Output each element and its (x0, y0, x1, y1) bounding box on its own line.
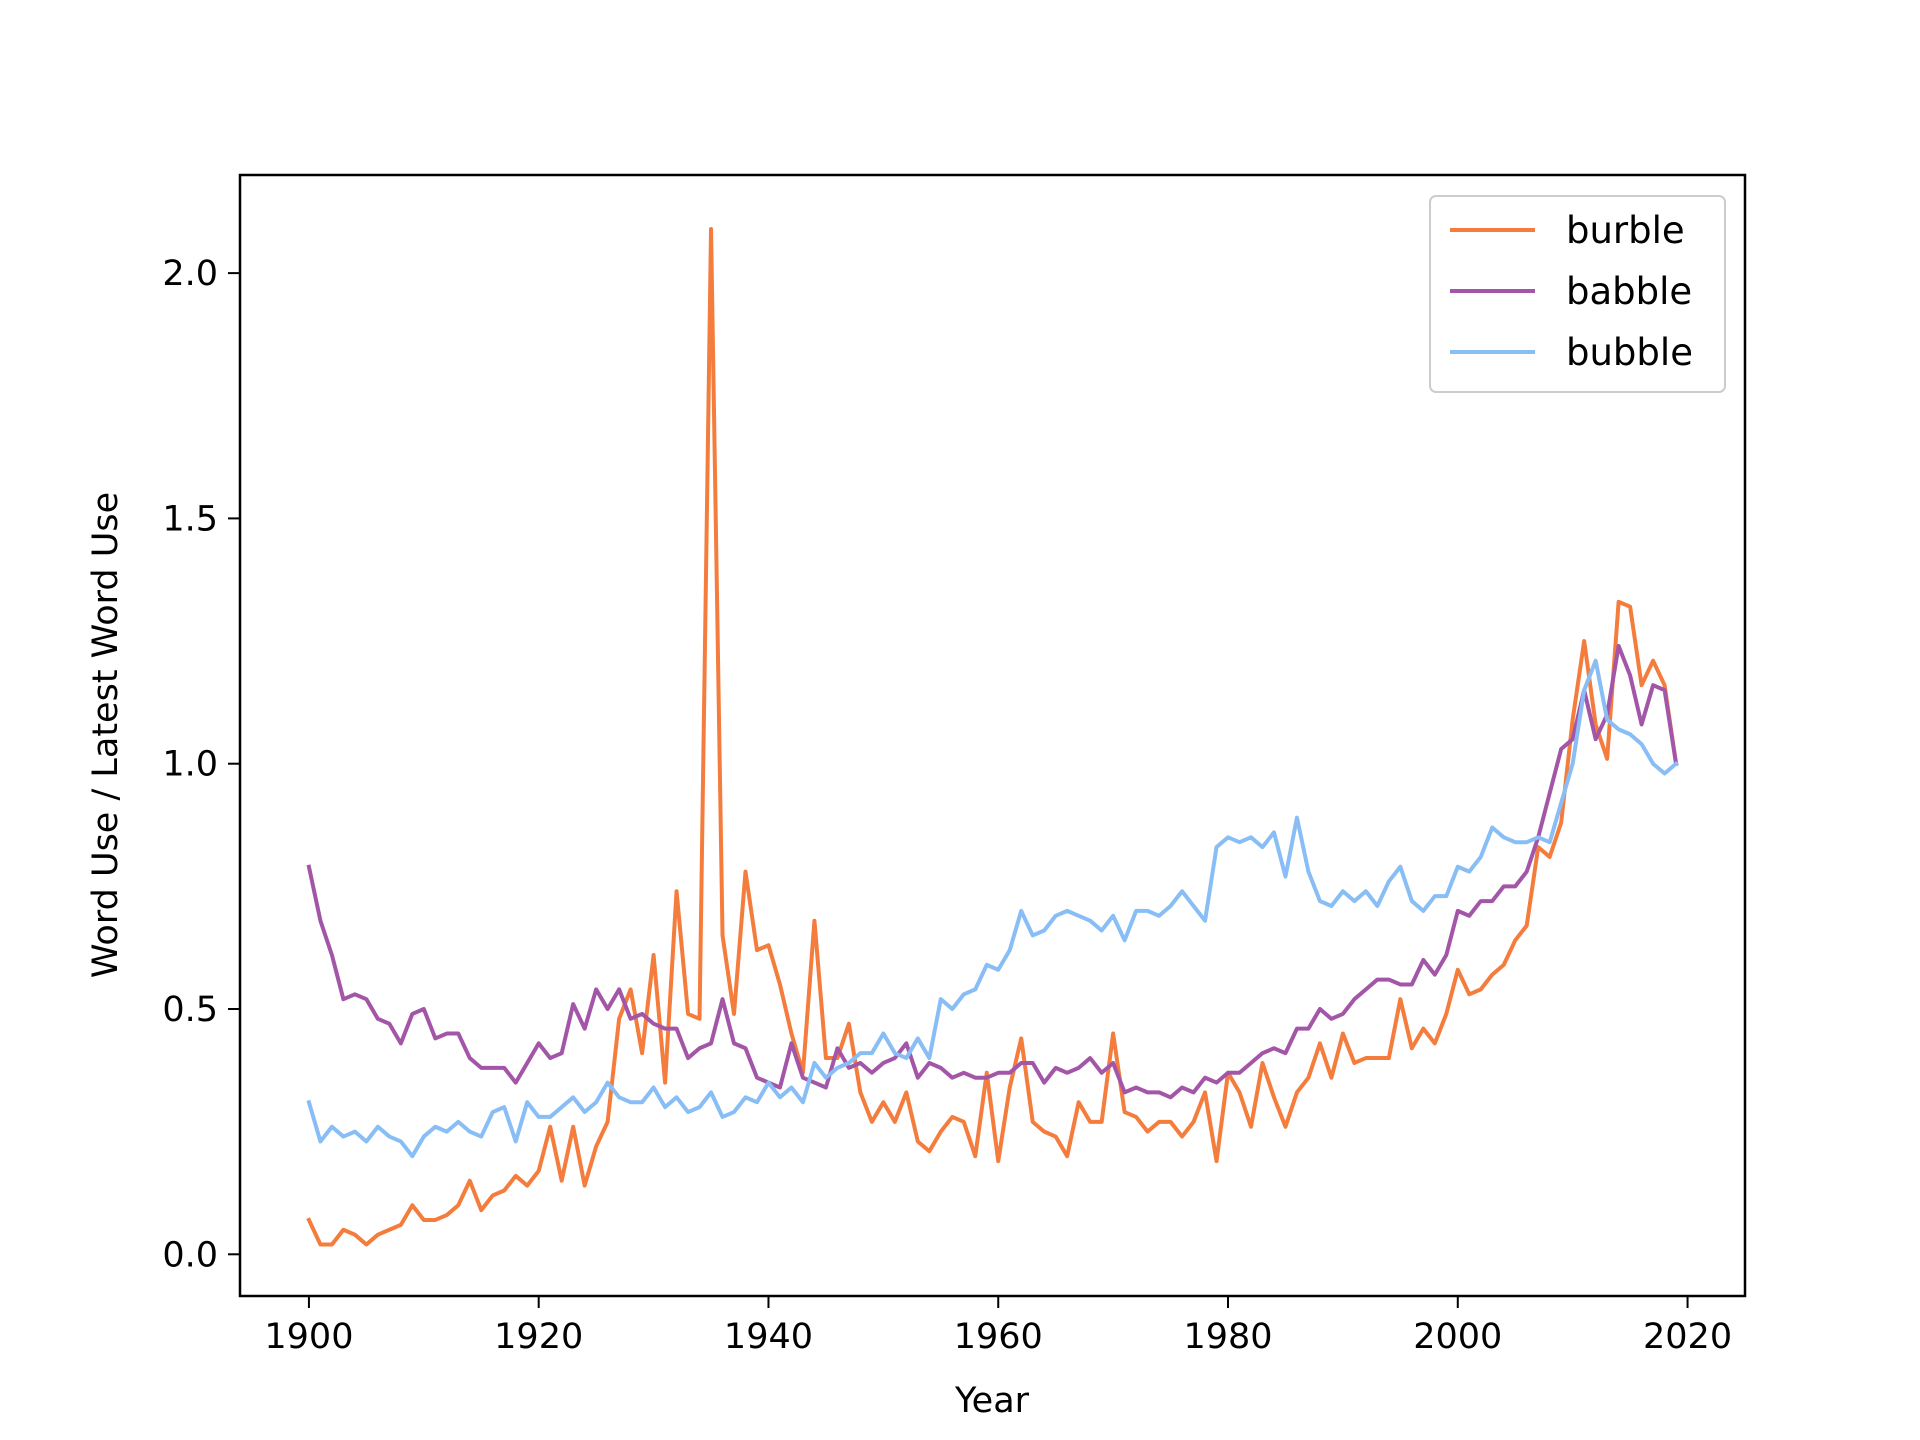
x-axis: 1900 1920 1940 1960 1980 2000 2020 (264, 1296, 1732, 1357)
y-tick-label: 0.0 (162, 1235, 218, 1275)
y-tick-label: 1.5 (162, 499, 218, 539)
plot-frame (238, 173, 1747, 1298)
x-tick-label: 1980 (1183, 1317, 1272, 1357)
legend-label-burble: burble (1566, 209, 1685, 252)
plot-lines (306, 226, 1679, 1247)
legend-entries: burble babble bubble (1450, 209, 1693, 374)
y-tick-label: 1.0 (162, 745, 218, 785)
y-tick-label: 0.5 (162, 990, 218, 1030)
x-tick-label: 1960 (954, 1317, 1043, 1357)
x-tick-label: 2000 (1413, 1317, 1502, 1357)
x-tick-label: 1920 (494, 1317, 583, 1357)
y-axis-label: Word Use / Latest Word Use (86, 492, 126, 978)
x-tick-label: 2020 (1643, 1317, 1732, 1357)
legend-label-babble: babble (1566, 270, 1692, 313)
y-axis: 0.0 0.5 1.0 1.5 2.0 (162, 254, 240, 1275)
legend: burble babble bubble (1429, 195, 1726, 393)
x-axis-label: Year (954, 1381, 1030, 1421)
legend-box (1429, 195, 1726, 393)
series-line-bubble (306, 658, 1679, 1159)
x-tick-label: 1900 (264, 1317, 353, 1357)
series-line-babble (306, 643, 1679, 1100)
x-tick-label: 1940 (724, 1317, 813, 1357)
legend-label-bubble: bubble (1566, 331, 1693, 374)
series-line-burble (306, 226, 1679, 1247)
y-tick-label: 2.0 (162, 254, 218, 294)
